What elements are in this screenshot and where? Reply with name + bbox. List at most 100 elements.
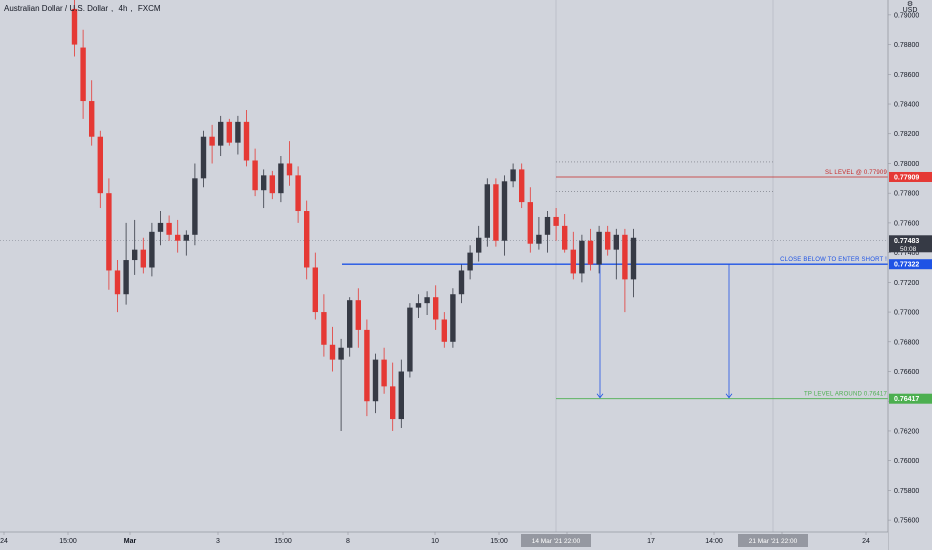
time-tick-label: 17: [647, 538, 655, 545]
candle-body[interactable]: [458, 270, 465, 295]
price-axis[interactable]: [888, 0, 932, 550]
candle-body[interactable]: [347, 300, 353, 348]
candle-body[interactable]: [562, 225, 568, 250]
candle-body[interactable]: [467, 252, 473, 271]
candle-body[interactable]: [596, 231, 602, 265]
price-tag[interactable]: [889, 259, 932, 270]
candle-body[interactable]: [132, 249, 138, 261]
time-tick-label: 24: [862, 538, 870, 545]
candle-body[interactable]: [536, 234, 542, 244]
price-tag[interactable]: [889, 393, 932, 404]
candle-body[interactable]: [441, 319, 447, 342]
time-tick-label: 14:00: [705, 538, 723, 545]
candle-body[interactable]: [484, 184, 490, 238]
candle-body[interactable]: [97, 136, 103, 194]
candle-body[interactable]: [510, 169, 516, 182]
price-tag[interactable]: [889, 235, 932, 253]
candle-body[interactable]: [140, 249, 146, 268]
candle-body[interactable]: [304, 211, 310, 268]
candle-body[interactable]: [433, 297, 439, 320]
price-tick-label: 0.77800: [894, 191, 919, 198]
candle-body[interactable]: [71, 8, 78, 45]
settings-icon: ⚙: [907, 0, 913, 8]
price-tag[interactable]: [889, 171, 932, 182]
price-tick-label: 0.77200: [894, 280, 919, 287]
date-highlight-tag: [738, 534, 808, 547]
candle-body[interactable]: [252, 160, 258, 191]
candle-body[interactable]: [243, 121, 250, 161]
candle-body[interactable]: [226, 121, 232, 143]
candle-body[interactable]: [579, 240, 585, 274]
candle-body[interactable]: [192, 178, 198, 235]
candle-body[interactable]: [364, 329, 370, 402]
candle-body[interactable]: [355, 300, 361, 330]
candle-body[interactable]: [381, 359, 387, 387]
annotation-label: TP LEVEL AROUND 0.76417: [804, 392, 887, 398]
candle-body[interactable]: [166, 222, 172, 235]
candle-body[interactable]: [278, 163, 284, 194]
candle-body[interactable]: [622, 234, 628, 280]
candle-body[interactable]: [476, 237, 482, 253]
candle-body[interactable]: [235, 121, 241, 143]
candle-body[interactable]: [106, 193, 112, 271]
date-highlight-label: 14 Mar '21 22:00: [532, 538, 581, 545]
price-tick-label: 0.77400: [894, 250, 919, 257]
price-tag-label: 0.77322: [894, 262, 919, 269]
time-tick-label: 15:00: [59, 538, 77, 545]
candle-body[interactable]: [89, 101, 95, 137]
price-tick-label: 0.76800: [894, 339, 919, 346]
interval-label[interactable]: 4h: [118, 4, 128, 13]
price-tag-label: 0.77483: [894, 238, 919, 245]
candle-body[interactable]: [338, 347, 344, 360]
candle-body[interactable]: [613, 234, 619, 250]
candle-body[interactable]: [415, 303, 422, 308]
time-axis[interactable]: [0, 532, 888, 550]
candle-body[interactable]: [200, 136, 207, 179]
candle-body[interactable]: [157, 222, 164, 232]
chart-title: Australian Dollar / U.S. Dollar, 4h, FXC…: [4, 4, 161, 13]
candle-body[interactable]: [450, 294, 456, 342]
candle-body[interactable]: [123, 260, 129, 295]
candle-body[interactable]: [390, 386, 396, 420]
candle-body[interactable]: [269, 175, 275, 194]
candle-body[interactable]: [493, 184, 499, 241]
currency-label: USD: [903, 7, 918, 14]
candle-body[interactable]: [329, 344, 336, 360]
candle-body[interactable]: [630, 237, 637, 280]
candle-body[interactable]: [570, 249, 576, 274]
candle-body[interactable]: [501, 181, 508, 241]
candle-body[interactable]: [183, 234, 189, 241]
candle-body[interactable]: [295, 175, 301, 212]
symbol-name: Australian Dollar / U.S. Dollar: [4, 4, 109, 13]
price-tick-label: 0.77600: [894, 220, 919, 227]
candle-body[interactable]: [175, 234, 181, 241]
candle-body[interactable]: [605, 231, 611, 250]
candle-body[interactable]: [149, 231, 155, 268]
candle-body[interactable]: [544, 216, 551, 235]
candle-body[interactable]: [553, 216, 559, 226]
candle-body[interactable]: [80, 47, 86, 102]
candle-body[interactable]: [286, 163, 293, 176]
candle-body[interactable]: [587, 240, 594, 265]
candle-body[interactable]: [209, 136, 215, 146]
candle-body[interactable]: [321, 312, 327, 345]
candle-body[interactable]: [312, 267, 318, 313]
candle-body[interactable]: [372, 359, 379, 402]
candle-body[interactable]: [527, 202, 533, 244]
candle-body[interactable]: [519, 169, 525, 203]
price-tag-label: 0.77909: [894, 174, 919, 181]
candle-body[interactable]: [398, 371, 404, 420]
candle-body[interactable]: [114, 270, 121, 295]
candle-body[interactable]: [407, 307, 413, 372]
annotation-label: CLOSE BELOW TO ENTER SHORT !: [780, 257, 887, 263]
price-tick-label: 0.79000: [894, 12, 919, 19]
candle-body[interactable]: [218, 121, 224, 146]
candle-body[interactable]: [261, 175, 267, 191]
candle-body[interactable]: [424, 297, 430, 304]
price-tick-label: 0.76600: [894, 369, 919, 376]
price-tick-label: 0.78400: [894, 102, 919, 109]
annotation-label: SL LEVEL @ 0.77909: [825, 170, 887, 176]
